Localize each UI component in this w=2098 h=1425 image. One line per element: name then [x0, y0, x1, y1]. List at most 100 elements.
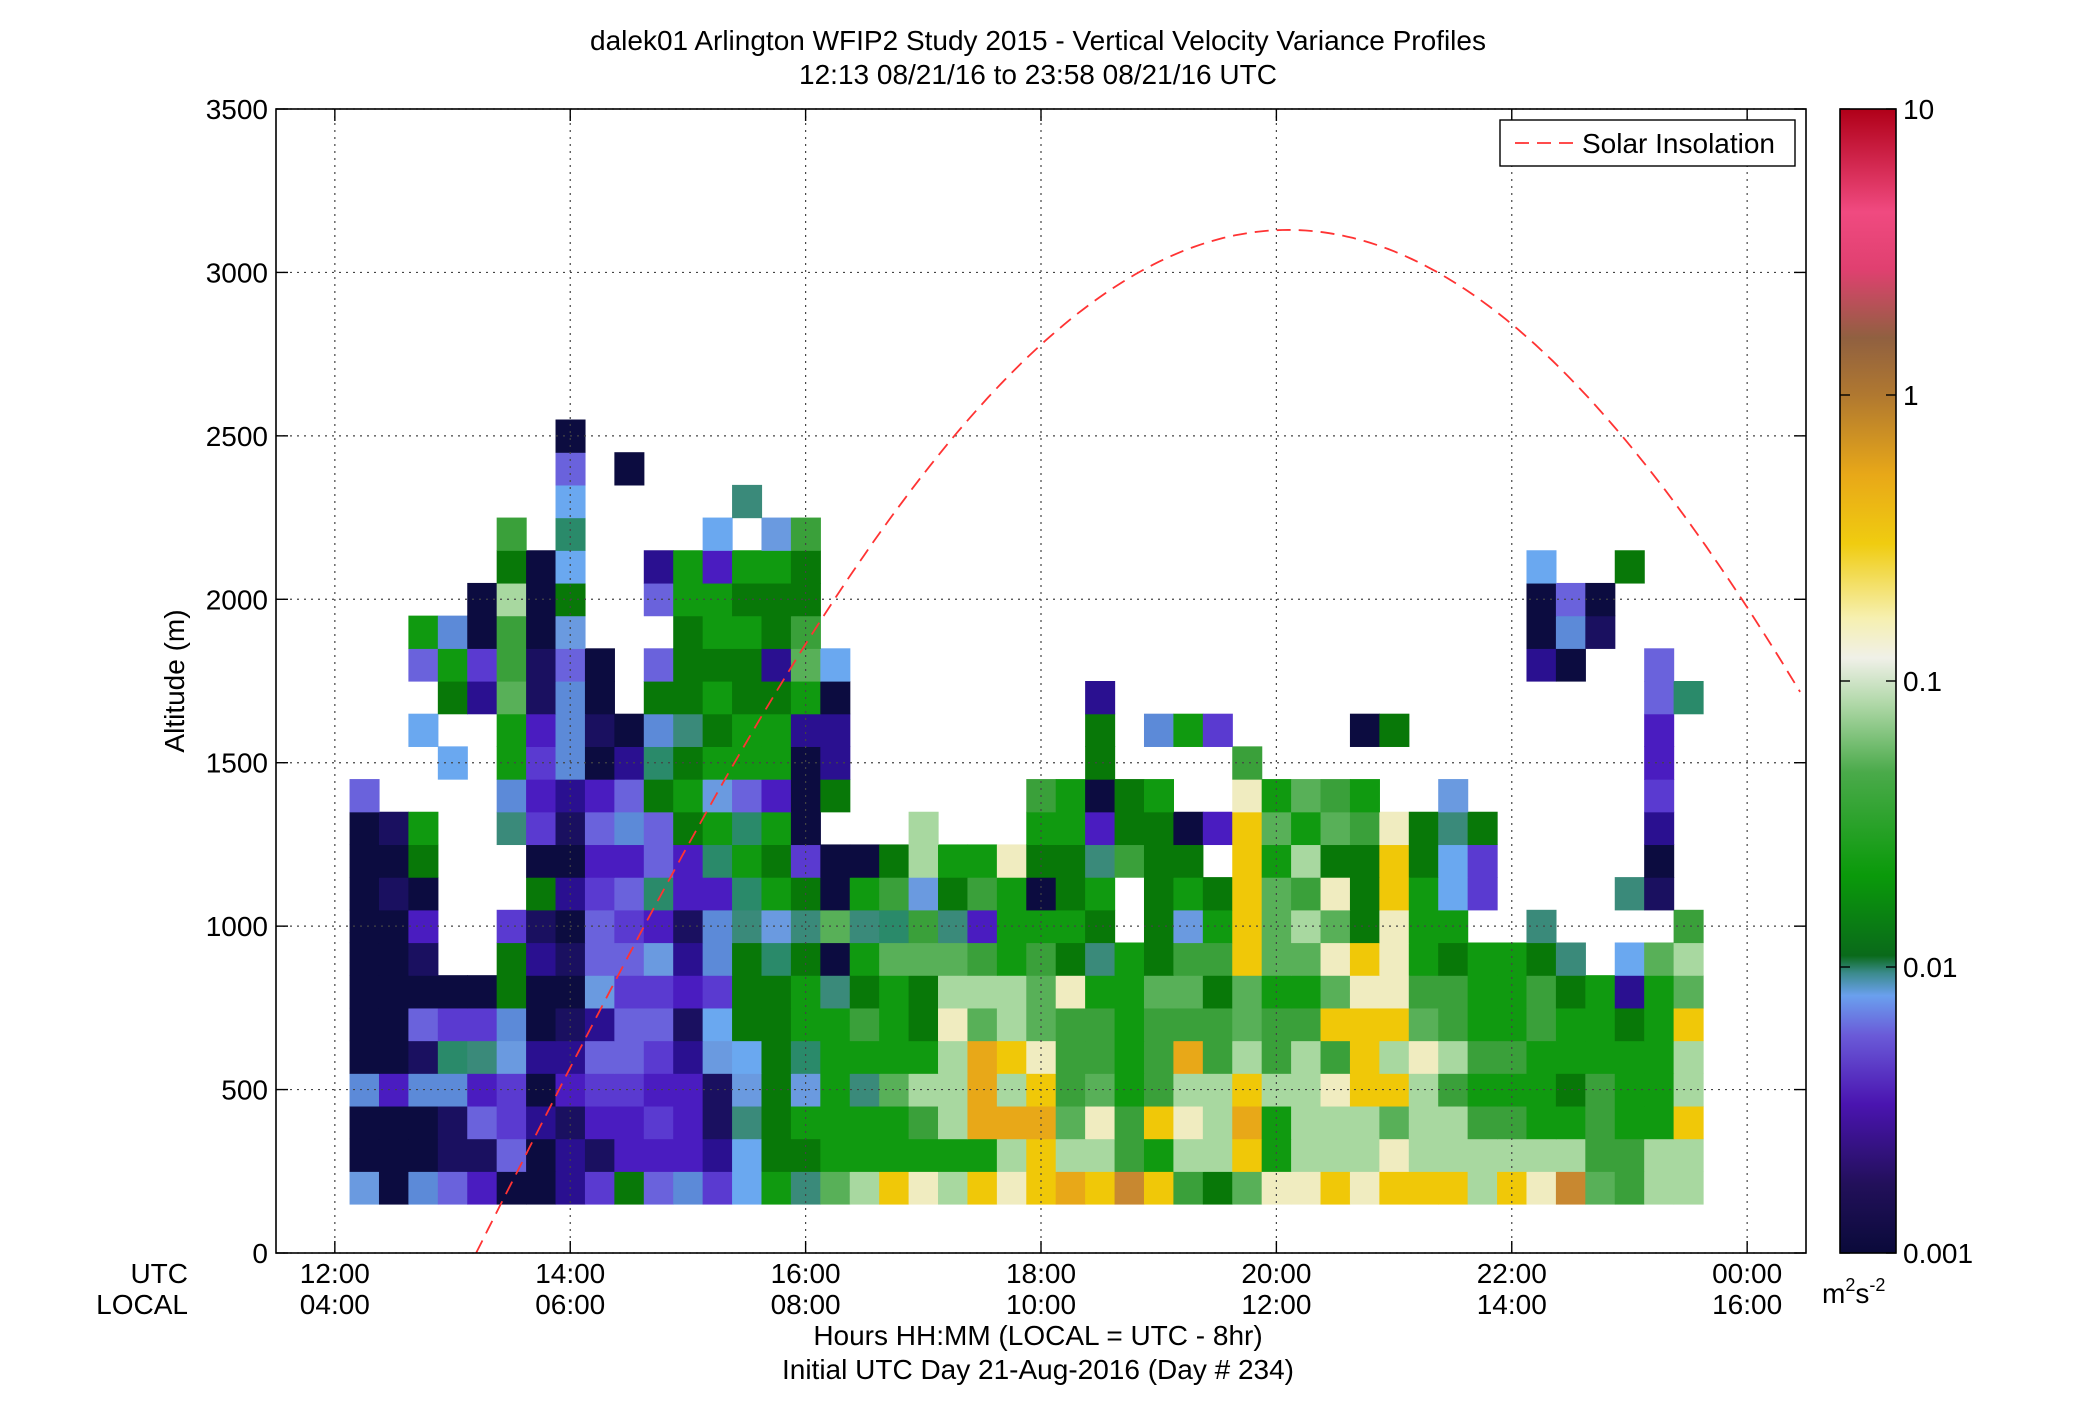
heatmap-cell	[467, 648, 498, 682]
heatmap-cell	[1467, 1138, 1498, 1172]
heatmap-cell	[1555, 942, 1586, 976]
heatmap-cell	[408, 648, 439, 682]
heatmap-cell	[761, 1040, 792, 1074]
heatmap-cell	[526, 811, 557, 846]
heatmap-cell	[349, 1040, 380, 1074]
heatmap-cell	[761, 975, 792, 1009]
x-tick-label-utc: 18:00	[1006, 1258, 1076, 1289]
heatmap-cell	[1291, 942, 1322, 976]
heatmap-cell	[1320, 1040, 1351, 1074]
heatmap-cell	[1467, 942, 1498, 976]
x-tick-label-local: 04:00	[300, 1289, 370, 1320]
heatmap-cell	[820, 844, 851, 878]
heatmap-cell	[908, 1040, 939, 1074]
heatmap-cell	[702, 713, 733, 747]
heatmap-cell	[820, 648, 851, 682]
heatmap-cell	[1379, 844, 1410, 878]
heatmap-cell	[1320, 942, 1351, 976]
heatmap-cell	[349, 779, 380, 813]
heatmap-cell	[761, 909, 792, 944]
heatmap-cell	[1379, 1105, 1410, 1140]
heatmap-cell	[673, 1171, 704, 1205]
heatmap-cell	[1438, 811, 1469, 846]
colorbar: 10 1 0.1 0.01 0.001 m2s-2	[1822, 94, 1973, 1309]
heatmap-cell	[349, 844, 380, 878]
heatmap-cell	[643, 844, 674, 878]
heatmap-cell	[761, 877, 792, 911]
heatmap-cell	[967, 975, 998, 1009]
heatmap-cell	[996, 1007, 1027, 1042]
heatmap-cell	[1349, 975, 1380, 1009]
heatmap-cell	[820, 779, 851, 813]
heatmap-cell	[1614, 550, 1645, 584]
heatmap-cell	[1320, 779, 1351, 813]
heatmap-cell	[1408, 1171, 1439, 1205]
heatmap-cell	[437, 975, 468, 1009]
x-tick-label-local: 10:00	[1006, 1289, 1076, 1320]
heatmap-cell	[526, 746, 557, 780]
heatmap-cell	[378, 1171, 409, 1205]
heatmap-cell	[349, 1105, 380, 1140]
heatmap-cell	[1438, 1138, 1469, 1172]
heatmap-cell	[1143, 1040, 1174, 1074]
heatmap-cell	[761, 582, 792, 617]
heatmap-cell	[496, 1040, 527, 1074]
heatmap-cell	[1143, 713, 1174, 747]
heatmap-cell	[584, 681, 615, 715]
heatmap-cell	[732, 1171, 763, 1205]
heatmap-cell	[996, 975, 1027, 1009]
heatmap-cell	[1143, 877, 1174, 911]
heatmap-cell	[349, 942, 380, 976]
heatmap-cell	[526, 877, 557, 911]
heatmap-cell	[1673, 1007, 1704, 1042]
heatmap-cell	[1644, 1040, 1675, 1074]
heatmap-cell	[1408, 811, 1439, 846]
heatmap-cell	[1143, 844, 1174, 878]
heatmap-cell	[1379, 1171, 1410, 1205]
heatmap-cell	[1085, 877, 1116, 911]
heatmap-cell	[732, 877, 763, 911]
heatmap-cell	[1085, 681, 1116, 715]
heatmap-cell	[1202, 942, 1233, 976]
heatmap-cell	[643, 550, 674, 584]
x-tick-label-local: 06:00	[535, 1289, 605, 1320]
x-tick-label-local: 12:00	[1241, 1289, 1311, 1320]
heatmap-cell	[1114, 1171, 1145, 1205]
heatmap-cell	[702, 681, 733, 715]
heatmap-cell	[526, 1171, 557, 1205]
heatmap-cell	[1673, 681, 1704, 715]
heatmap-cell	[1349, 811, 1380, 846]
heatmap-cell	[761, 811, 792, 846]
heatmap-cell	[732, 975, 763, 1009]
x-tick-label-local: 14:00	[1477, 1289, 1547, 1320]
heatmap-cell	[1644, 713, 1675, 747]
heatmap-cell	[584, 877, 615, 911]
heatmap-cell	[761, 713, 792, 747]
heatmap-cell	[526, 1007, 557, 1042]
heatmap-cell	[614, 779, 645, 813]
heatmap-cell	[673, 1040, 704, 1074]
heatmap-cell	[732, 779, 763, 813]
heatmap-cell	[1526, 550, 1557, 584]
heatmap-cell	[1644, 942, 1675, 976]
heatmap-cell	[1320, 844, 1351, 878]
heatmap-cell	[1055, 811, 1086, 846]
heatmap-cell	[378, 1138, 409, 1172]
heatmap-cell	[849, 942, 880, 976]
heatmap-cell	[614, 1171, 645, 1205]
heatmap-cell	[1173, 811, 1204, 846]
heatmap-cell	[849, 1007, 880, 1042]
heatmap-cell	[1673, 1138, 1704, 1172]
heatmap-cell	[1173, 1073, 1204, 1107]
heatmap-cell	[1467, 1040, 1498, 1074]
y-tick-label: 1000	[206, 911, 268, 942]
heatmap-cell	[1085, 779, 1116, 813]
heatmap-cell	[1232, 942, 1263, 976]
heatmap-cell	[467, 1040, 498, 1074]
heatmap-cell	[614, 1073, 645, 1107]
heatmap-cell	[1467, 1171, 1498, 1205]
heatmap-cell	[996, 877, 1027, 911]
y-tick-label: 3500	[206, 94, 268, 125]
heatmap-cell	[467, 1138, 498, 1172]
